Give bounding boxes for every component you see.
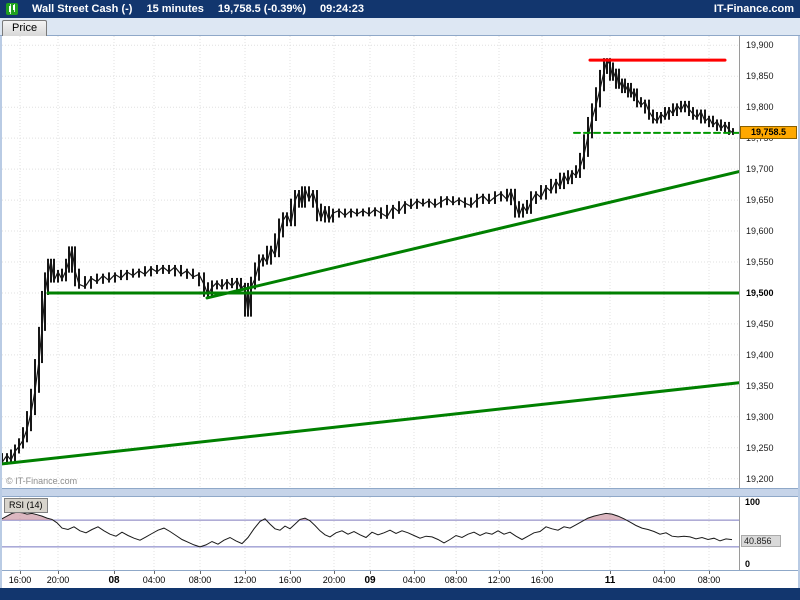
price-axis-tick: 19,400 — [746, 349, 774, 360]
time-tick-mark — [334, 571, 335, 574]
price-axis-tick: 19,450 — [746, 318, 774, 329]
time-axis-tick: 08:00 — [444, 575, 468, 585]
time-tick-mark — [200, 571, 201, 574]
last-price-badge: 19,758.5 — [740, 125, 797, 139]
time-axis-tick: 08:00 — [697, 575, 721, 585]
instrument-name: Wall Street Cash (-) — [32, 3, 133, 15]
time-axis: 16:00 20:00 08 04:00 08:00 12:00 16:00 20:00 09 0… — [2, 570, 798, 588]
title-bar: Wall Street Cash (-) 15 minutes 19,758.5… — [0, 0, 800, 18]
bottom-bar — [0, 588, 800, 600]
time-tick-mark — [154, 571, 155, 574]
panel-divider[interactable] — [2, 488, 798, 497]
timeframe-label: 15 minutes — [146, 3, 204, 15]
price-chart-panel[interactable]: 19,90019,85019,80019,75019,70019,65019,6… — [2, 36, 798, 488]
time-tick-mark — [709, 571, 710, 574]
rsi-axis-tick-0: 0 — [745, 559, 751, 569]
candlestick-chart-icon — [6, 3, 18, 15]
price-axis-tick: 19,800 — [746, 102, 774, 113]
time-axis-tick: 09 — [364, 575, 376, 586]
time-axis-tick: 20:00 — [46, 575, 70, 585]
time-axis-tick: 11 — [604, 575, 616, 586]
price-axis-tick: 19,350 — [746, 380, 774, 391]
time-axis-tick: 08:00 — [188, 575, 212, 585]
time-tick-mark — [20, 571, 21, 574]
time-tick-mark — [245, 571, 246, 574]
price-axis-tick: 19,200 — [746, 473, 774, 484]
time-tick-mark — [610, 571, 611, 574]
price-axis-tick: 19,300 — [746, 411, 774, 422]
price-axis-tick: 19,600 — [746, 226, 774, 237]
time-axis-tick: 12:00 — [487, 575, 511, 585]
time-axis-tick: 04:00 — [402, 575, 426, 585]
time-axis-tick: 16:00 — [8, 575, 32, 585]
price-axis-tick: 19,900 — [746, 40, 774, 51]
time-tick-mark — [370, 571, 371, 574]
time-axis-tick: 04:00 — [652, 575, 676, 585]
brand-label: IT-Finance.com — [713, 3, 794, 15]
time-axis-tick: 08 — [108, 575, 120, 586]
rising-trendline-lower — [2, 381, 739, 466]
rsi-axis-tick-100: 100 — [745, 497, 761, 507]
rsi-value-badge: 40.856 — [741, 534, 781, 547]
price-axis: 19,90019,85019,80019,75019,70019,65019,6… — [739, 36, 798, 488]
time-axis-tick: 20:00 — [322, 575, 346, 585]
clock: 09:24:23 — [319, 3, 365, 15]
tab-strip: Price — [0, 18, 800, 37]
time-axis-tick: 16:00 — [278, 575, 302, 585]
watermark: © IT-Finance.com — [6, 476, 78, 486]
rsi-axis — [739, 497, 798, 570]
time-axis-tick: 12:00 — [233, 575, 257, 585]
rising-trendline-upper — [205, 170, 739, 300]
price-axis-tick: 19,650 — [746, 195, 774, 206]
time-tick-mark — [114, 571, 115, 574]
time-tick-mark — [414, 571, 415, 574]
price-axis-tick: 19,500 — [746, 287, 774, 298]
rsi-indicator-label[interactable]: RSI (14) — [4, 498, 48, 513]
price-axis-tick: 19,250 — [746, 442, 774, 453]
rsi-chart-svg[interactable] — [2, 497, 739, 570]
time-tick-mark — [664, 571, 665, 574]
tab-price[interactable]: Price — [2, 20, 48, 37]
rsi-panel[interactable]: RSI (14) 40.856 100 0 — [2, 497, 798, 570]
price-axis-tick: 19,700 — [746, 164, 774, 175]
last-quote: 19,758.5 (-0.39%) — [217, 3, 306, 15]
time-axis-tick: 04:00 — [142, 575, 166, 585]
time-axis-tick: 16:00 — [530, 575, 554, 585]
time-tick-mark — [456, 571, 457, 574]
time-tick-mark — [290, 571, 291, 574]
price-chart-svg[interactable] — [2, 36, 739, 488]
time-tick-mark — [58, 571, 59, 574]
time-tick-mark — [499, 571, 500, 574]
price-axis-tick: 19,550 — [746, 257, 774, 267]
price-axis-tick: 19,850 — [746, 71, 774, 82]
time-tick-mark — [542, 571, 543, 574]
